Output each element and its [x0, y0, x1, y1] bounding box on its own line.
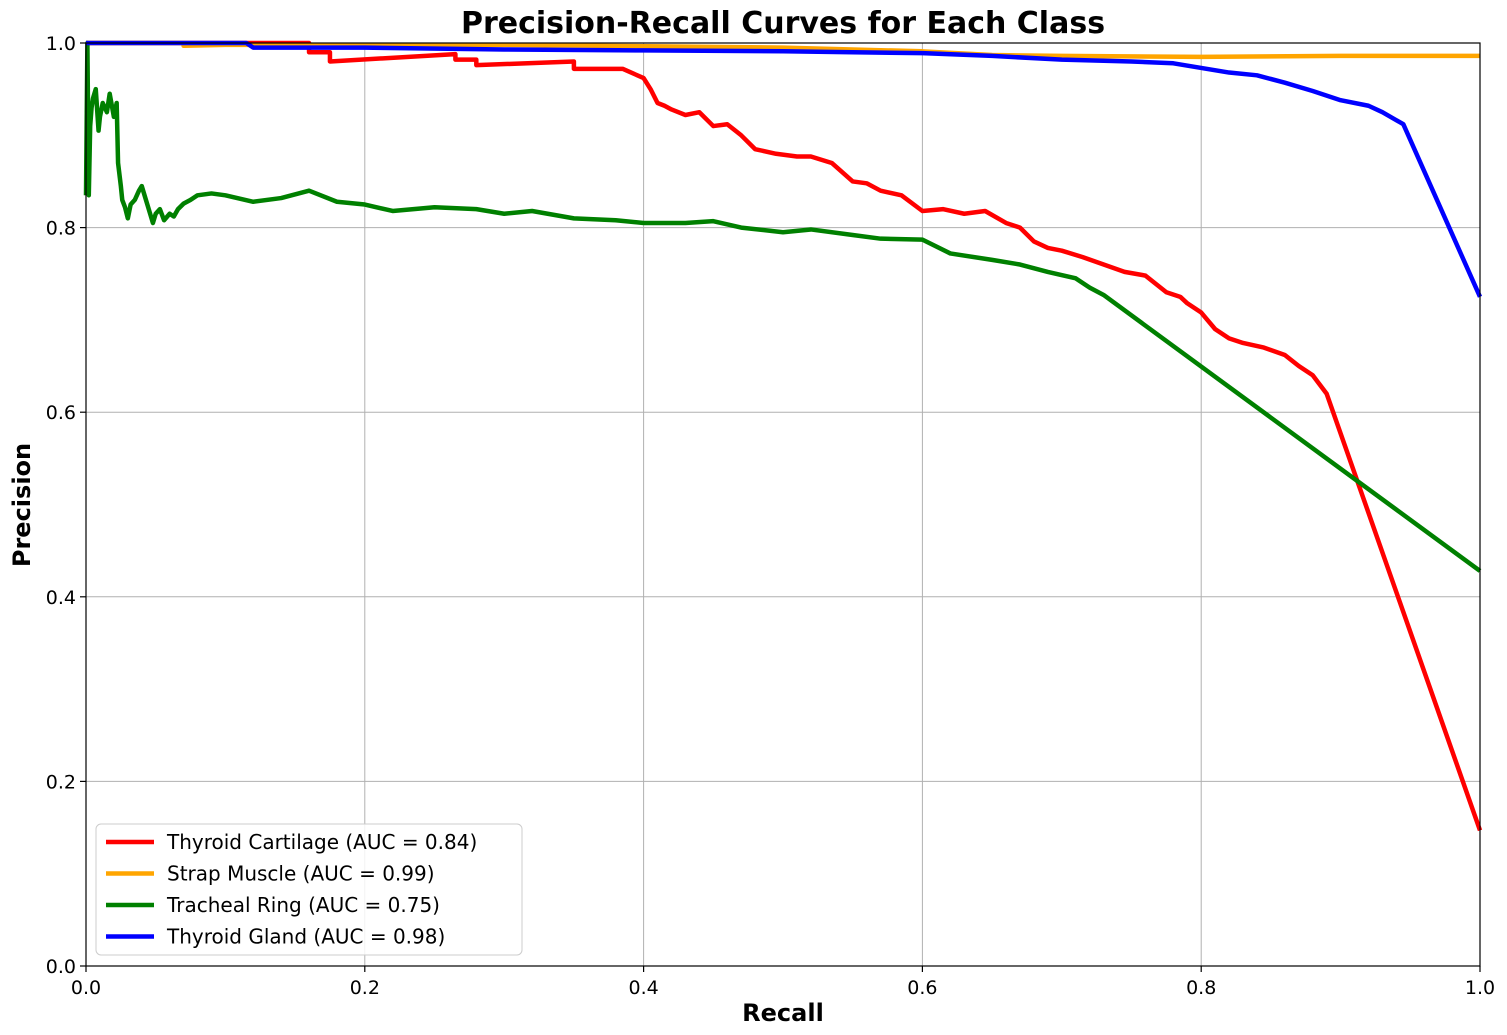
y-tick-label: 0.2 [46, 771, 76, 793]
series-line-thyroid-cartilage [86, 40, 1483, 832]
legend-label-strap-muscle: Strap Muscle (AUC = 0.99) [167, 862, 435, 886]
series-line-tracheal-ring [83, 40, 1482, 573]
x-tick-label: 1.0 [1465, 977, 1495, 999]
x-axis-ticks: 0.0 0.2 0.4 0.6 0.8 1.0 [71, 966, 1495, 999]
x-tick-label: 0.0 [71, 977, 101, 999]
y-tick-label: 0.4 [46, 587, 76, 609]
y-axis-label: Precision [8, 443, 36, 567]
series-line-thyroid-gland [86, 40, 1483, 298]
chart-title: Precision-Recall Curves for Each Class [461, 6, 1105, 41]
y-tick-label: 0.8 [46, 218, 76, 240]
legend-label-thyroid-gland: Thyroid Gland (AUC = 0.98) [166, 925, 445, 949]
y-axis-ticks: 0.0 0.2 0.4 0.6 0.8 1.0 [46, 33, 86, 978]
legend-label-tracheal-ring: Tracheal Ring (AUC = 0.75) [166, 893, 440, 917]
grid [86, 43, 1480, 966]
x-axis-label: Recall [742, 999, 824, 1027]
y-tick-label: 0.0 [46, 956, 76, 978]
legend-label-thyroid-cartilage: Thyroid Cartilage (AUC = 0.84) [166, 830, 477, 854]
x-tick-label: 0.4 [628, 977, 658, 999]
series-group [83, 40, 1483, 832]
y-tick-label: 0.6 [46, 402, 76, 424]
x-tick-label: 0.6 [907, 977, 937, 999]
y-tick-label: 1.0 [46, 33, 76, 55]
x-tick-label: 0.8 [1186, 977, 1216, 999]
legend: Thyroid Cartilage (AUC = 0.84) Strap Musc… [95, 823, 523, 956]
legend-box [95, 823, 523, 956]
plot-frame [85, 42, 1481, 967]
x-tick-label: 0.2 [350, 977, 380, 999]
series-line-strap-muscle [86, 40, 1480, 60]
